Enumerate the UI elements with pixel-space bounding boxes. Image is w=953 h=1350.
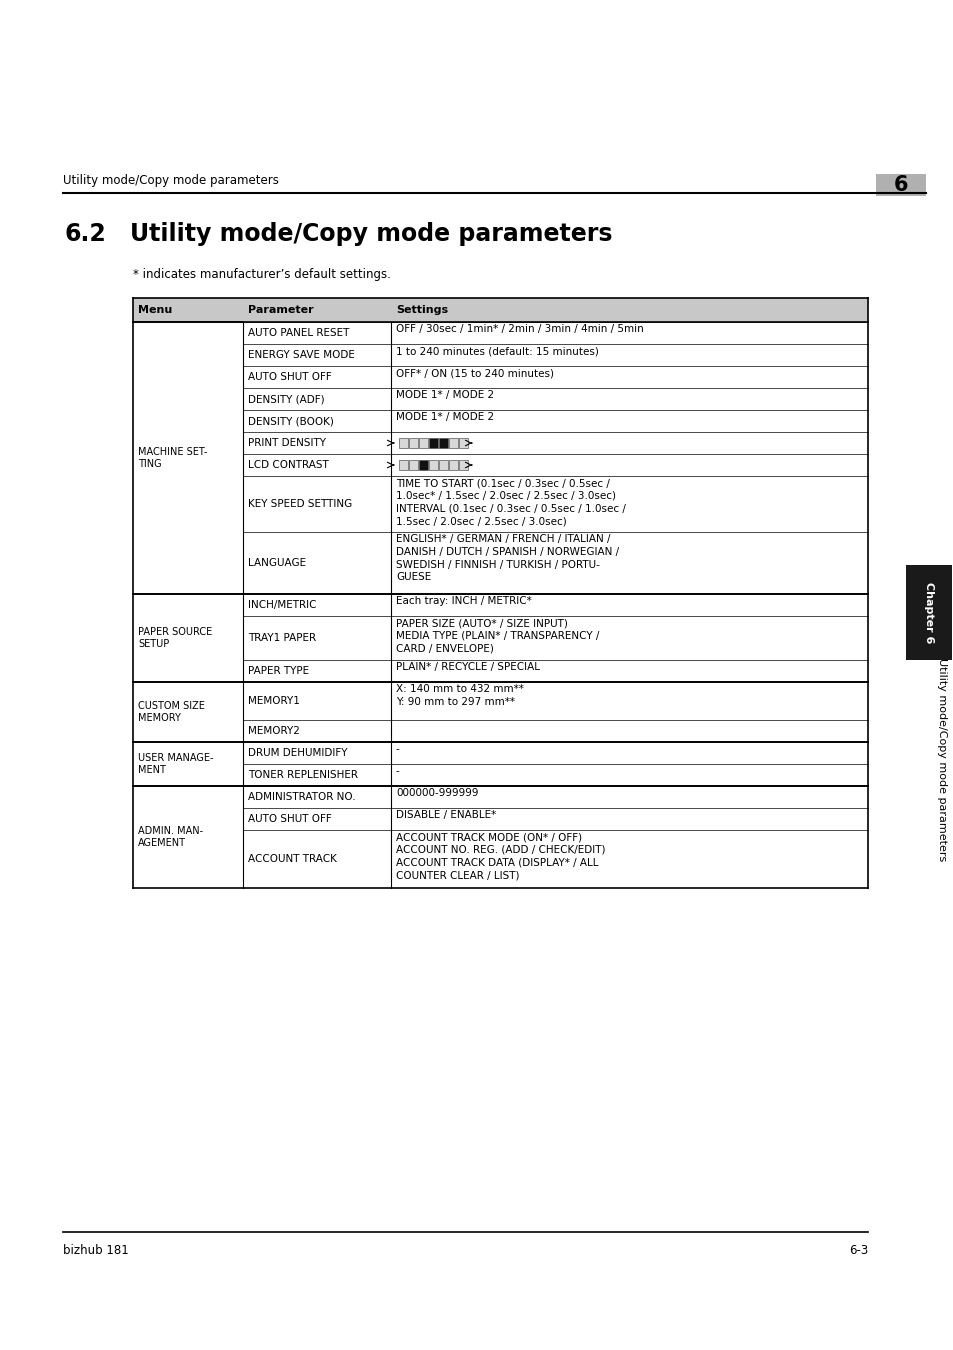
Text: 1 to 240 minutes (default: 15 minutes): 1 to 240 minutes (default: 15 minutes) bbox=[395, 346, 598, 356]
Bar bbox=[458, 460, 468, 470]
Text: Each tray: INCH / METRIC*: Each tray: INCH / METRIC* bbox=[395, 595, 531, 606]
Text: -: - bbox=[395, 744, 399, 755]
Text: PLAIN* / RECYCLE / SPECIAL: PLAIN* / RECYCLE / SPECIAL bbox=[395, 662, 539, 672]
Text: MEMORY1: MEMORY1 bbox=[248, 697, 299, 706]
Text: 6.2: 6.2 bbox=[65, 221, 107, 246]
Text: ACCOUNT TRACK: ACCOUNT TRACK bbox=[248, 855, 336, 864]
Text: ENGLISH* / GERMAN / FRENCH / ITALIAN /
DANISH / DUTCH / SPANISH / NORWEGIAN /
SW: ENGLISH* / GERMAN / FRENCH / ITALIAN / D… bbox=[395, 535, 618, 582]
Text: PAPER SOURCE
SETUP: PAPER SOURCE SETUP bbox=[138, 626, 212, 649]
Bar bbox=[429, 437, 437, 448]
Bar bbox=[875, 174, 925, 196]
Text: Menu: Menu bbox=[138, 305, 172, 315]
Text: MEMORY2: MEMORY2 bbox=[248, 726, 299, 736]
Text: PAPER SIZE (AUTO* / SIZE INPUT)
MEDIA TYPE (PLAIN* / TRANSPARENCY /
CARD / ENVEL: PAPER SIZE (AUTO* / SIZE INPUT) MEDIA TY… bbox=[395, 618, 598, 653]
Bar bbox=[905, 566, 951, 660]
Text: ADMIN. MAN-
AGEMENT: ADMIN. MAN- AGEMENT bbox=[138, 826, 203, 848]
Text: OFF* / ON (15 to 240 minutes): OFF* / ON (15 to 240 minutes) bbox=[395, 369, 554, 378]
Text: Parameter: Parameter bbox=[248, 305, 314, 315]
Text: * indicates manufacturer’s default settings.: * indicates manufacturer’s default setti… bbox=[132, 269, 391, 281]
Text: DENSITY (BOOK): DENSITY (BOOK) bbox=[248, 416, 334, 427]
Text: 000000-999999: 000000-999999 bbox=[395, 788, 478, 798]
Text: PRINT DENSITY: PRINT DENSITY bbox=[248, 437, 326, 448]
Text: MODE 1* / MODE 2: MODE 1* / MODE 2 bbox=[395, 390, 494, 400]
Text: AUTO SHUT OFF: AUTO SHUT OFF bbox=[248, 814, 332, 824]
Text: Chapter 6: Chapter 6 bbox=[923, 582, 933, 643]
Text: 6: 6 bbox=[893, 176, 907, 194]
Text: Utility mode/Copy mode parameters: Utility mode/Copy mode parameters bbox=[936, 659, 946, 861]
Bar bbox=[409, 437, 417, 448]
Text: OFF / 30sec / 1min* / 2min / 3min / 4min / 5min: OFF / 30sec / 1min* / 2min / 3min / 4min… bbox=[395, 324, 643, 333]
Bar bbox=[398, 437, 408, 448]
Text: X: 140 mm to 432 mm**
Y: 90 mm to 297 mm**: X: 140 mm to 432 mm** Y: 90 mm to 297 mm… bbox=[395, 684, 523, 707]
Text: Utility mode/Copy mode parameters: Utility mode/Copy mode parameters bbox=[63, 174, 278, 188]
Text: AUTO PANEL RESET: AUTO PANEL RESET bbox=[248, 328, 349, 338]
Bar bbox=[132, 298, 867, 323]
Bar bbox=[438, 437, 448, 448]
Bar bbox=[418, 437, 428, 448]
Text: PAPER TYPE: PAPER TYPE bbox=[248, 666, 309, 676]
Bar bbox=[429, 460, 437, 470]
Bar bbox=[449, 460, 457, 470]
Text: MODE 1* / MODE 2: MODE 1* / MODE 2 bbox=[395, 412, 494, 423]
Text: ACCOUNT TRACK MODE (ON* / OFF)
ACCOUNT NO. REG. (ADD / CHECK/EDIT)
ACCOUNT TRACK: ACCOUNT TRACK MODE (ON* / OFF) ACCOUNT N… bbox=[395, 832, 605, 880]
Text: TONER REPLENISHER: TONER REPLENISHER bbox=[248, 769, 357, 780]
Text: TIME TO START (0.1sec / 0.3sec / 0.5sec /
1.0sec* / 1.5sec / 2.0sec / 2.5sec / 3: TIME TO START (0.1sec / 0.3sec / 0.5sec … bbox=[395, 478, 625, 526]
Bar bbox=[438, 460, 448, 470]
Bar bbox=[458, 437, 468, 448]
Text: 6-3: 6-3 bbox=[848, 1243, 867, 1257]
Text: INCH/METRIC: INCH/METRIC bbox=[248, 599, 316, 610]
Text: -: - bbox=[395, 765, 399, 776]
Text: ADMINISTRATOR NO.: ADMINISTRATOR NO. bbox=[248, 792, 355, 802]
Text: Utility mode/Copy mode parameters: Utility mode/Copy mode parameters bbox=[130, 221, 612, 246]
Text: DISABLE / ENABLE*: DISABLE / ENABLE* bbox=[395, 810, 496, 819]
Text: USER MANAGE-
MENT: USER MANAGE- MENT bbox=[138, 753, 213, 775]
Bar bbox=[409, 460, 417, 470]
Text: TRAY1 PAPER: TRAY1 PAPER bbox=[248, 633, 315, 643]
Text: AUTO SHUT OFF: AUTO SHUT OFF bbox=[248, 373, 332, 382]
Text: bizhub 181: bizhub 181 bbox=[63, 1243, 129, 1257]
Text: LCD CONTRAST: LCD CONTRAST bbox=[248, 460, 329, 470]
Text: LANGUAGE: LANGUAGE bbox=[248, 558, 306, 568]
Bar bbox=[449, 437, 457, 448]
Text: Settings: Settings bbox=[395, 305, 448, 315]
Text: ENERGY SAVE MODE: ENERGY SAVE MODE bbox=[248, 350, 355, 360]
Text: DENSITY (ADF): DENSITY (ADF) bbox=[248, 394, 324, 404]
Text: CUSTOM SIZE
MEMORY: CUSTOM SIZE MEMORY bbox=[138, 701, 205, 724]
Text: KEY SPEED SETTING: KEY SPEED SETTING bbox=[248, 500, 352, 509]
Bar bbox=[398, 460, 408, 470]
Text: DRUM DEHUMIDIFY: DRUM DEHUMIDIFY bbox=[248, 748, 347, 757]
Text: MACHINE SET-
TING: MACHINE SET- TING bbox=[138, 447, 207, 470]
Bar bbox=[418, 460, 428, 470]
